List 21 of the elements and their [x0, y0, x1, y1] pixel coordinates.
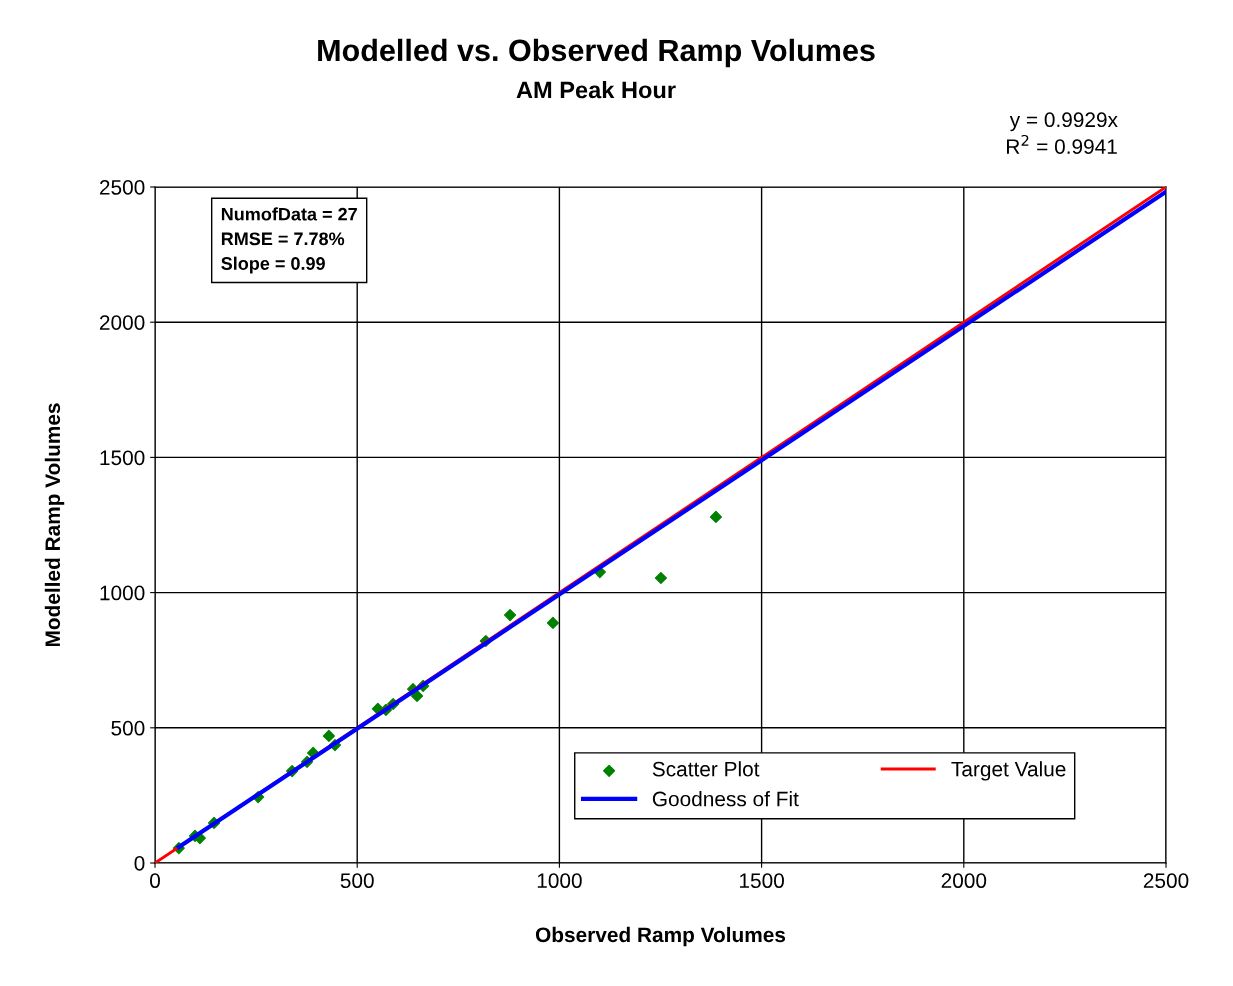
y-tick-label: 2500	[99, 180, 145, 195]
x-tick-label: 500	[340, 873, 374, 889]
y-tick-label: 1000	[100, 585, 145, 601]
y-tick-label: 500	[111, 720, 145, 736]
text: y = 0.9929x R$^{2}$ = 0.9941	[1007, 112, 1118, 154]
x-axis-title: Observed Ramp Volumes	[535, 926, 786, 947]
y-tick-label: 1500	[100, 450, 145, 466]
y-tick-label: 0	[134, 856, 145, 871]
legend-label: Goodness of Fit	[652, 791, 799, 807]
x-tick-label: 2500	[1143, 873, 1189, 889]
x-tick-label: 2000	[941, 873, 987, 889]
chart-subtitle: AM Peak Hour	[516, 81, 676, 99]
x-tick-label: 1500	[740, 873, 784, 889]
legend-label: Target Value	[951, 761, 1066, 781]
x-tick-label: 0	[150, 873, 160, 889]
y-axis-title: Modelled Ramp Volumes	[44, 403, 65, 647]
legend-label: Scatter Plot	[652, 761, 760, 777]
annotation: NumofData = 27 RMSE = 7.78% Slope = 0.99	[221, 207, 357, 274]
y-tick-label: 2000	[99, 315, 145, 330]
chart-title: Modelled vs. Observed Ramp Volumes	[318, 38, 875, 68]
x-tick-label: 1000	[537, 873, 582, 889]
